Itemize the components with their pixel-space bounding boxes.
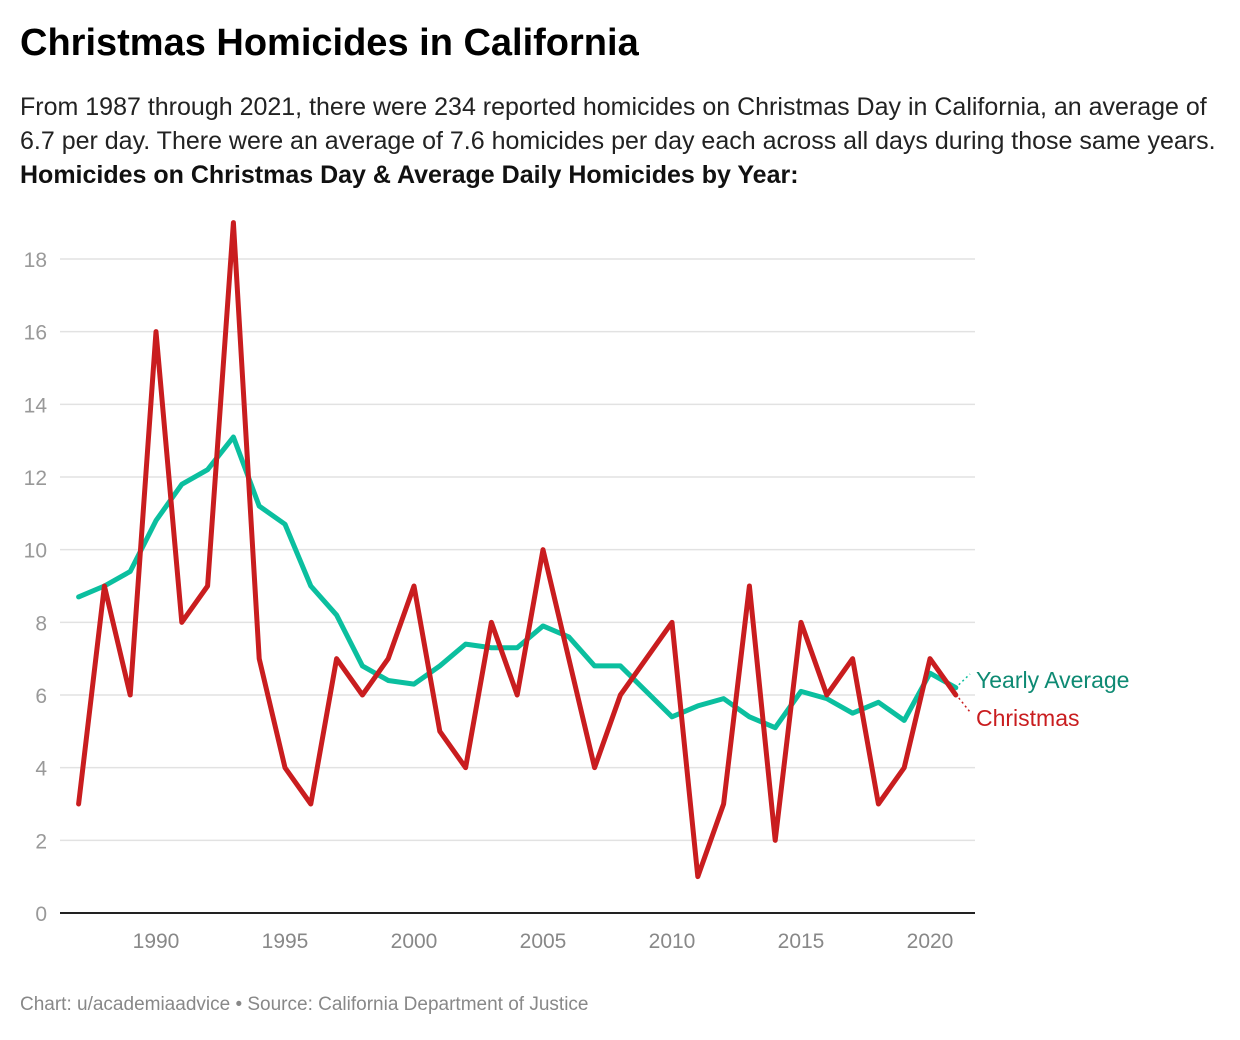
y-tick-label: 4: [35, 758, 47, 781]
grid: [60, 258, 975, 842]
subtitle-bold: Homicides on Christmas Day & Average Dai…: [20, 161, 799, 189]
y-tick-label: 10: [24, 540, 47, 563]
y-tick-label: 14: [24, 394, 48, 417]
x-tick-label: 1995: [262, 930, 309, 953]
series-labels: Yearly Average Christmas: [958, 667, 1129, 731]
chart-footer: Chart: u/academiaadvice • Source: Califo…: [20, 994, 589, 1015]
label-connector: [958, 697, 971, 713]
series-lines: [76, 220, 959, 880]
y-tick-label: 18: [24, 249, 47, 272]
y-tick-label: 16: [24, 322, 47, 345]
chart-subtitle: From 1987 through 2021, there were 234 r…: [20, 90, 1220, 192]
subtitle-text: From 1987 through 2021, there were 234 r…: [20, 93, 1216, 155]
y-axis: 0 2 4 6 8 10 12 14 16 18: [24, 249, 48, 926]
x-tick-label: 2020: [907, 930, 954, 953]
chart-title: Christmas Homicides in California: [20, 22, 639, 64]
x-axis: 1990 1995 2000 2005 2010 2015 2020: [60, 912, 975, 953]
label-connector: [958, 673, 971, 686]
x-tick-label: 2005: [520, 930, 567, 953]
series-line-christmas: [76, 220, 959, 880]
series-label: Yearly Average: [976, 667, 1129, 693]
series-line-yearly-average: [76, 434, 959, 731]
y-tick-label: 2: [35, 830, 47, 853]
y-tick-label: 8: [35, 612, 47, 635]
x-tick-label: 2015: [778, 930, 825, 953]
y-tick-label: 6: [35, 685, 47, 708]
y-tick-label: 0: [35, 903, 47, 926]
series-label: Christmas: [976, 705, 1080, 731]
x-tick-label: 2010: [649, 930, 696, 953]
y-tick-label: 12: [24, 467, 47, 490]
x-tick-label: 2000: [391, 930, 438, 953]
x-tick-label: 1990: [133, 930, 180, 953]
